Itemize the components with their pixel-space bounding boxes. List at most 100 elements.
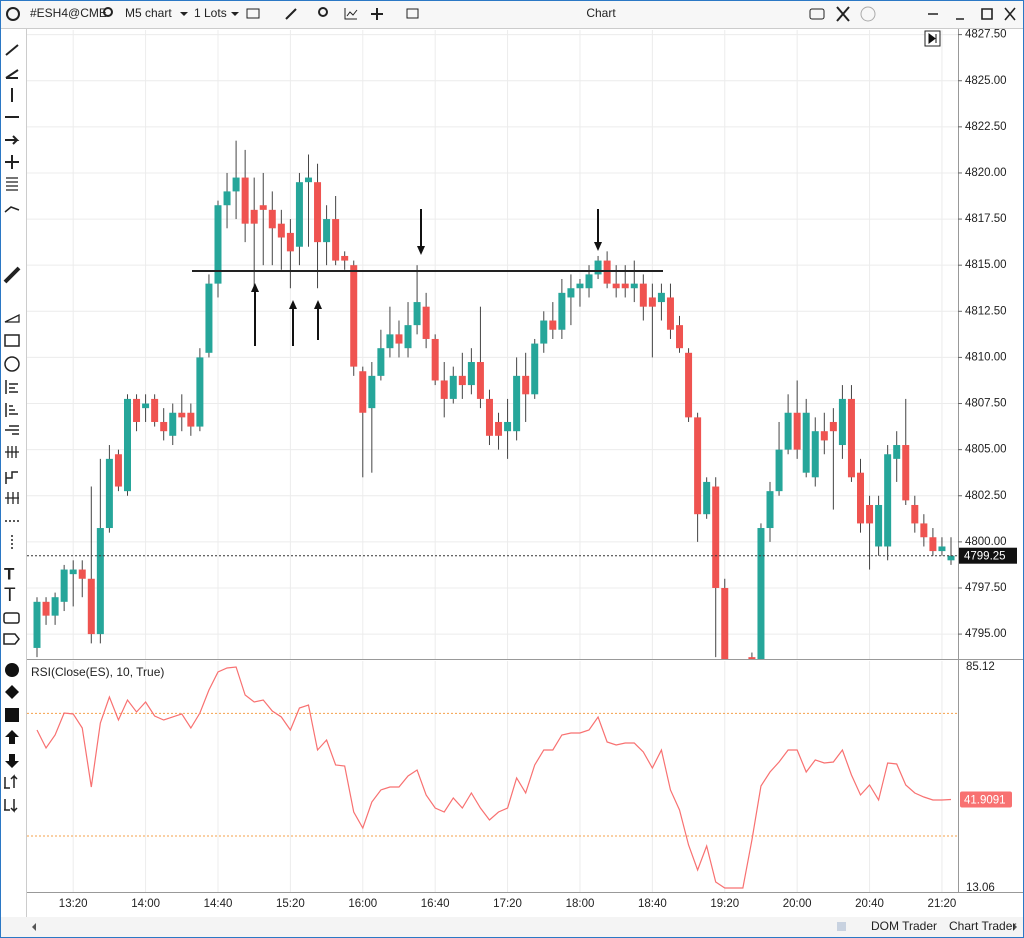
expand-icon[interactable] — [836, 6, 850, 22]
tool-ray[interactable] — [5, 69, 19, 79]
tool-rect[interactable] — [4, 334, 20, 347]
candle-body — [241, 177, 249, 224]
tool-dot[interactable] — [5, 663, 19, 677]
down-arrowhead — [594, 242, 602, 251]
down-arrowhead — [417, 246, 425, 255]
zoom-icon[interactable] — [318, 7, 328, 17]
candle-body — [694, 417, 702, 515]
candle-body — [160, 421, 168, 432]
rsi-value-box — [960, 791, 1012, 808]
footer-tab[interactable]: DOM Trader — [871, 919, 937, 933]
tool-ruler[interactable] — [3, 266, 21, 284]
timeframe[interactable]: M5 chart — [125, 6, 172, 20]
candle-body — [847, 398, 855, 478]
candle-body — [386, 334, 394, 349]
y-tick-label: 85.12 — [966, 661, 995, 673]
x-tick-label: 21:20 — [928, 898, 957, 910]
tool-down-arrow[interactable] — [5, 754, 19, 768]
tool-profile2[interactable] — [5, 403, 18, 417]
app-logo[interactable] — [6, 7, 20, 21]
footer-tab[interactable]: Chart Trader — [949, 919, 1016, 933]
search-icon[interactable] — [103, 7, 113, 17]
indicator-icon[interactable] — [344, 8, 358, 20]
candle-body — [485, 398, 493, 436]
candle-body — [286, 232, 294, 252]
candle-body — [476, 362, 484, 399]
tool-label[interactable] — [3, 612, 20, 624]
toolbar — [1, 1, 1023, 28]
candle-body — [223, 191, 231, 206]
tool-diamond[interactable] — [5, 685, 19, 699]
candle-body — [820, 431, 828, 441]
candle-body — [105, 458, 113, 529]
x-tick-label: 17:20 — [493, 898, 522, 910]
candle-body — [42, 601, 50, 616]
tool-profile[interactable] — [5, 380, 18, 394]
add-icon[interactable] — [371, 8, 383, 20]
candle-body — [829, 421, 837, 432]
tool-path[interactable] — [4, 206, 20, 213]
tool-text[interactable]: T — [4, 585, 16, 606]
rsi-value-label: 41.9091 — [964, 795, 1006, 807]
template-icon[interactable] — [406, 8, 419, 19]
candle-body — [341, 255, 349, 261]
x-tick-label: 16:00 — [348, 898, 377, 910]
drawing-tools[interactable] — [3, 44, 21, 549]
candle-body — [875, 504, 883, 547]
candle-body — [431, 338, 439, 381]
tool-tag[interactable] — [3, 633, 20, 645]
x-tick-label: 19:20 — [710, 898, 739, 910]
candle-body — [123, 398, 131, 492]
chart-type-icon[interactable] — [246, 8, 260, 19]
candle-body — [214, 205, 222, 284]
tool-cross[interactable] — [5, 155, 19, 169]
tool-fib[interactable] — [6, 177, 18, 191]
tool-gann[interactable] — [5, 446, 19, 458]
candle-body — [151, 398, 159, 422]
candle-body — [187, 412, 195, 427]
screenshot-icon[interactable] — [809, 8, 825, 20]
window-controls[interactable] — [928, 7, 1016, 21]
candle-body — [69, 569, 77, 575]
candle-body — [938, 546, 946, 552]
candle-body — [413, 302, 421, 326]
lots[interactable]: 1 Lots — [194, 6, 227, 20]
candle-body — [676, 325, 684, 349]
candle-body — [775, 449, 783, 492]
tool-square[interactable] — [5, 708, 19, 722]
candle-body — [205, 283, 213, 353]
symbol[interactable]: #ESH4@CME — [30, 6, 107, 20]
candle-body — [133, 398, 141, 422]
tool-line[interactable] — [5, 44, 19, 56]
tool-triangle[interactable] — [4, 313, 20, 323]
tool-ellipse[interactable] — [4, 356, 20, 372]
candle-body — [630, 283, 638, 289]
dropdown-arrow[interactable] — [231, 12, 239, 16]
tool-arrow[interactable] — [5, 135, 20, 145]
link-icon[interactable] — [860, 6, 876, 22]
y-tick-label: 13.06 — [966, 882, 995, 894]
tool-text-lock[interactable]: T — [4, 564, 15, 583]
candle-body — [685, 352, 693, 418]
y-tick-label: 4815.00 — [965, 259, 1007, 271]
tool-signals[interactable] — [4, 774, 18, 813]
dropdown-arrow[interactable] — [180, 12, 188, 16]
candle-body — [277, 223, 285, 238]
tool-up-arrow[interactable] — [5, 730, 19, 744]
y-tick-label: 4810.00 — [965, 351, 1007, 363]
candle-body — [96, 528, 104, 635]
candle-body — [332, 219, 340, 261]
tool-bars[interactable] — [5, 492, 19, 504]
tool-volume[interactable] — [5, 425, 19, 435]
tool-step[interactable] — [5, 471, 18, 484]
candle-body — [540, 320, 548, 344]
candle-body — [793, 412, 801, 450]
draw-icon[interactable] — [285, 8, 297, 20]
indicator-title[interactable]: RSI(Close(ES), 10, True) — [31, 665, 164, 679]
up-arrowhead — [289, 300, 297, 309]
candle-body — [911, 504, 919, 524]
last-price-label: 4799.25 — [964, 551, 1006, 563]
candle-body — [657, 292, 665, 303]
candle-body — [467, 362, 475, 386]
candle-body — [422, 306, 430, 339]
